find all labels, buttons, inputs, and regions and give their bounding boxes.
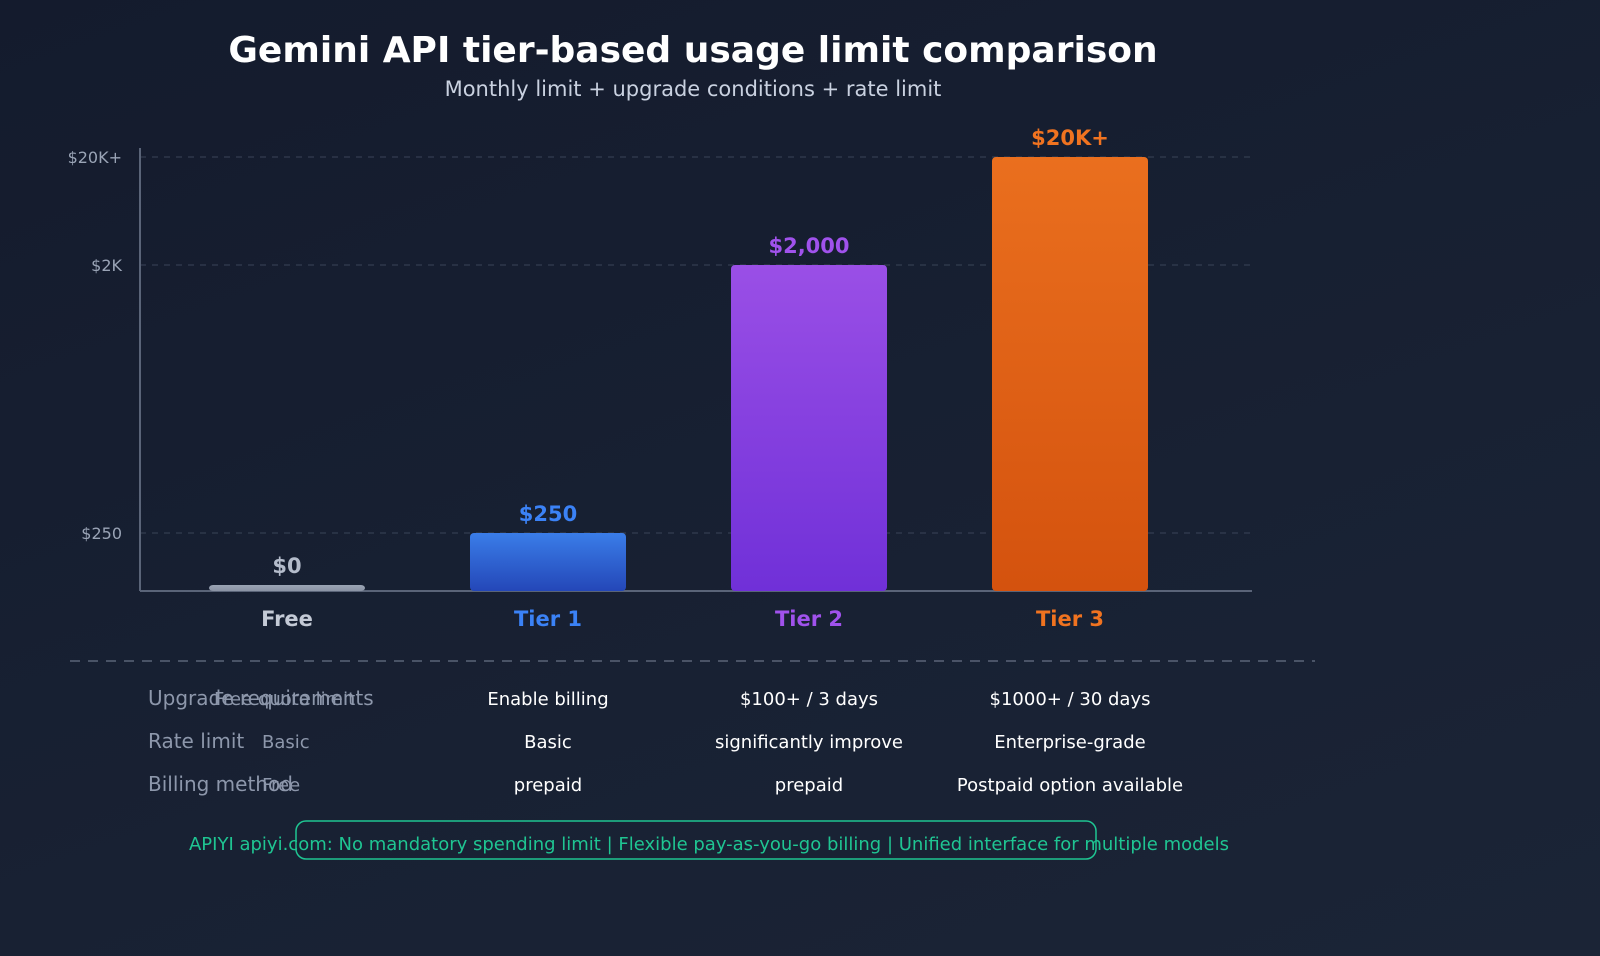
value-label: $250 [519,502,577,526]
footer-text: APIYI apiyi.com: No mandatory spending l… [189,834,1229,855]
y-tick-label: $2K [91,256,122,275]
table-cell: Basic [524,732,572,753]
table-cell: $100+ / 3 days [740,689,878,710]
bar-tier-2 [731,265,887,591]
table-cell: significantly improve [715,732,903,753]
table-cell: $1000+ / 30 days [990,689,1151,710]
category-label: Tier 2 [775,607,843,631]
value-label: $20K+ [1031,126,1109,150]
bar-free [209,585,365,591]
table-cell: Enable billing [487,689,608,710]
free-column-cell: Free quota limit [214,689,355,710]
row-header: Rate limit [148,729,244,753]
bar-tier-1 [470,533,626,591]
footer-box [295,820,1097,860]
table-cell: prepaid [775,775,843,796]
chart-subtitle: Monthly limit + upgrade conditions + rat… [445,77,942,101]
y-tick-label: $250 [81,524,122,543]
table-cell: Postpaid option available [957,775,1183,796]
row-header: Upgrade requirements [148,686,374,710]
category-label: Tier 1 [514,607,582,631]
value-label: $0 [272,554,301,578]
y-axis-ticks: $250 $2K $20K+ [68,148,123,543]
chart-title: Gemini API tier-based usage limit compar… [228,30,1157,71]
row-header: Billing method [148,772,293,796]
table-cell: prepaid [514,775,582,796]
table-cell: Enterprise-grade [994,732,1145,753]
category-label: Free [261,607,313,631]
bars [209,157,1148,591]
category-label: Tier 3 [1036,607,1104,631]
value-label: $2,000 [768,234,849,258]
value-labels: $0 $250 $2,000 $20K+ [272,126,1108,578]
free-column-cell: Free [262,775,300,796]
y-tick-label: $20K+ [68,148,122,167]
category-labels: Free Tier 1 Tier 2 Tier 3 [261,607,1104,631]
bar-tier-3 [992,157,1148,591]
free-column-cell: Basic [262,732,310,753]
